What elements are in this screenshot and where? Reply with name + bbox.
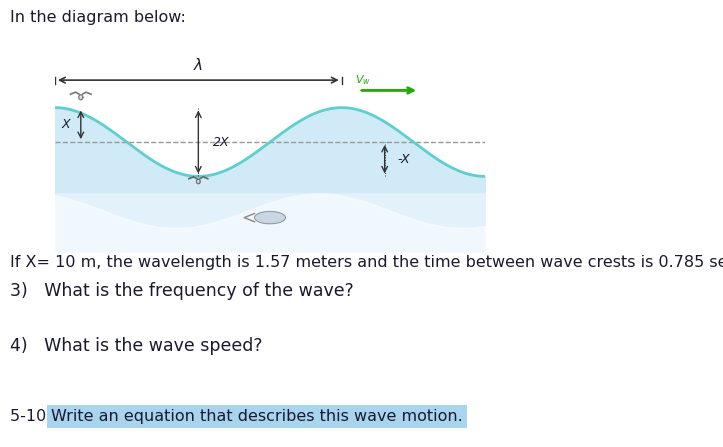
Text: In the diagram below:: In the diagram below: bbox=[10, 10, 186, 25]
Text: 4)   What is the wave speed?: 4) What is the wave speed? bbox=[10, 337, 262, 355]
Text: λ: λ bbox=[194, 58, 203, 73]
Polygon shape bbox=[197, 179, 200, 184]
Text: 3)   What is the frequency of the wave?: 3) What is the frequency of the wave? bbox=[10, 282, 354, 300]
Text: $V_w$: $V_w$ bbox=[354, 73, 370, 87]
Text: -X: -X bbox=[398, 153, 410, 166]
Text: 5-10: 5-10 bbox=[10, 409, 51, 424]
Text: Write an equation that describes this wave motion.: Write an equation that describes this wa… bbox=[51, 409, 463, 424]
Polygon shape bbox=[254, 211, 286, 224]
Text: X: X bbox=[61, 118, 70, 131]
Polygon shape bbox=[79, 95, 83, 100]
Text: If X= 10 m, the wavelength is 1.57 meters and the time between wave crests is 0.: If X= 10 m, the wavelength is 1.57 meter… bbox=[10, 255, 723, 270]
Text: 2X: 2X bbox=[213, 135, 230, 148]
